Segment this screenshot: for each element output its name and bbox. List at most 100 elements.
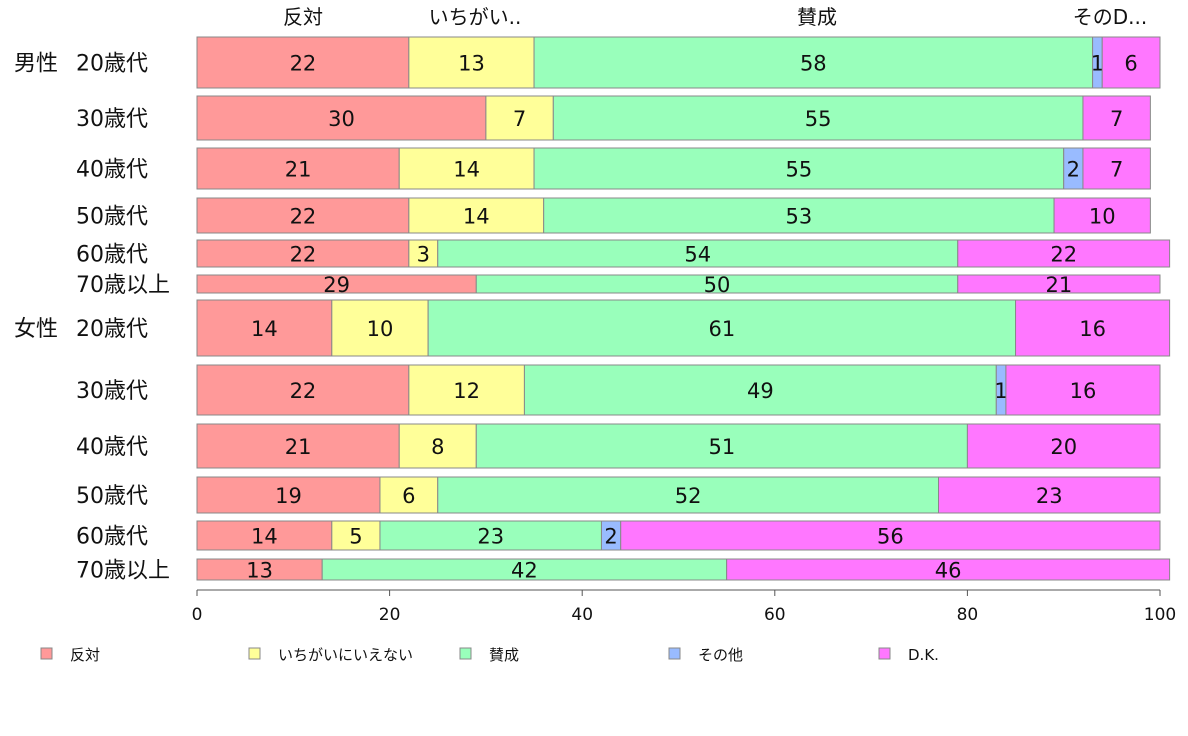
group-label: 女性 <box>14 317 58 342</box>
data-label: 21 <box>285 435 312 459</box>
bar-segment <box>533 36 1094 89</box>
data-label: 23 <box>477 525 504 549</box>
data-label: 55 <box>805 107 832 131</box>
row-label: 50歳代 <box>76 205 148 230</box>
data-label: 53 <box>786 205 813 229</box>
data-label: 51 <box>708 435 735 459</box>
bar-segment <box>437 239 959 268</box>
row-label: 40歳代 <box>76 158 148 183</box>
row-label: 50歳代 <box>76 484 148 509</box>
x-tick-label: 20 <box>379 605 401 625</box>
data-label: 7 <box>1110 107 1123 131</box>
data-label: 1 <box>994 379 1007 403</box>
x-tick-label: 40 <box>571 605 593 625</box>
row-labels: 20歳代 30歳代 40歳代 50歳代 60歳代 70歳以上 20歳代 30歳代 40歳代 50歳… <box>14 52 170 584</box>
legend: 反対 いちがいにいえない 賛成 その他 D.K. <box>40 646 939 664</box>
legend-swatch <box>40 647 53 660</box>
bar-segment <box>1082 95 1151 141</box>
bar-segment <box>957 239 1171 268</box>
bar-segment <box>331 299 429 357</box>
bar-segment <box>427 299 1017 357</box>
x-tick-label: 0 <box>192 605 203 625</box>
data-label: 23 <box>1036 484 1063 508</box>
data-label: 8 <box>431 435 444 459</box>
data-label: 7 <box>513 107 526 131</box>
data-label: 52 <box>675 484 702 508</box>
data-label: 10 <box>367 317 394 341</box>
bar-segment <box>957 274 1161 294</box>
bar-segment <box>1053 197 1151 234</box>
data-label: 16 <box>1070 379 1097 403</box>
row-label: 30歳代 <box>76 379 148 404</box>
data-label: 2 <box>604 525 617 549</box>
bar-segment <box>331 520 381 551</box>
bar-segment <box>938 476 1161 514</box>
row-label: 70歳以上 <box>76 559 170 584</box>
legend-swatch <box>248 647 261 660</box>
data-label: 22 <box>1050 243 1077 267</box>
data-label: 20 <box>1050 435 1077 459</box>
data-label: 22 <box>290 379 317 403</box>
bar-segment <box>543 197 1055 234</box>
legend-label: その他 <box>698 646 743 664</box>
row-label: 40歳代 <box>76 435 148 460</box>
data-label: 21 <box>1046 273 1073 297</box>
bar-segment <box>966 423 1161 469</box>
bar-segment <box>196 520 333 551</box>
row-label: 60歳代 <box>76 243 148 268</box>
data-label: 2 <box>1067 158 1080 182</box>
bar-segment <box>196 95 487 141</box>
bar-segment <box>437 476 940 514</box>
data-label: 61 <box>708 317 735 341</box>
bar-segment <box>196 36 410 89</box>
row-label: 20歳代 <box>76 52 148 77</box>
row-label: 30歳代 <box>76 107 148 132</box>
bar-segment <box>1005 364 1161 416</box>
data-label: 50 <box>704 273 731 297</box>
bar-segment <box>408 36 535 89</box>
bar-segment <box>379 520 602 551</box>
category-header: 賛成 <box>797 5 837 29</box>
bar-segment <box>196 299 333 357</box>
legend-label: 反対 <box>70 646 100 664</box>
data-label: 14 <box>463 205 490 229</box>
data-label: 46 <box>935 559 962 583</box>
bar-segment <box>196 476 381 514</box>
group-label: 男性 <box>14 52 58 77</box>
bar-segment <box>408 364 525 416</box>
legend-swatch <box>668 647 681 660</box>
category-header: いちがい.. <box>429 5 522 29</box>
category-header: 反対 <box>283 5 323 29</box>
data-label: 54 <box>684 243 711 267</box>
legend-swatch <box>459 647 472 660</box>
bar-segment <box>620 520 1161 551</box>
legend-label: いちがいにいえない <box>278 646 413 664</box>
bar-segment <box>552 95 1084 141</box>
data-label: 30 <box>328 107 355 131</box>
data-label: 14 <box>251 525 278 549</box>
row-label: 20歳代 <box>76 317 148 342</box>
data-label: 56 <box>877 525 904 549</box>
data-label: 7 <box>1110 158 1123 182</box>
data-label: 22 <box>290 243 317 267</box>
data-label: 5 <box>349 525 362 549</box>
data-label: 58 <box>800 52 827 76</box>
data-label: 16 <box>1079 317 1106 341</box>
data-label: 22 <box>290 205 317 229</box>
bar-segment <box>475 423 968 469</box>
bar-segment <box>196 364 410 416</box>
bar-segment <box>1101 36 1161 89</box>
x-tick-label: 100 <box>1144 605 1176 625</box>
bar-segment <box>196 239 410 268</box>
data-label: 42 <box>511 559 538 583</box>
legend-swatch <box>878 647 891 660</box>
data-label: 6 <box>402 484 415 508</box>
bar-segment <box>1082 147 1151 190</box>
data-label: 55 <box>786 158 813 182</box>
bar-segment <box>408 197 545 234</box>
data-label: 6 <box>1124 52 1137 76</box>
row-label: 70歳以上 <box>76 273 170 298</box>
legend-label: 賛成 <box>489 646 519 664</box>
